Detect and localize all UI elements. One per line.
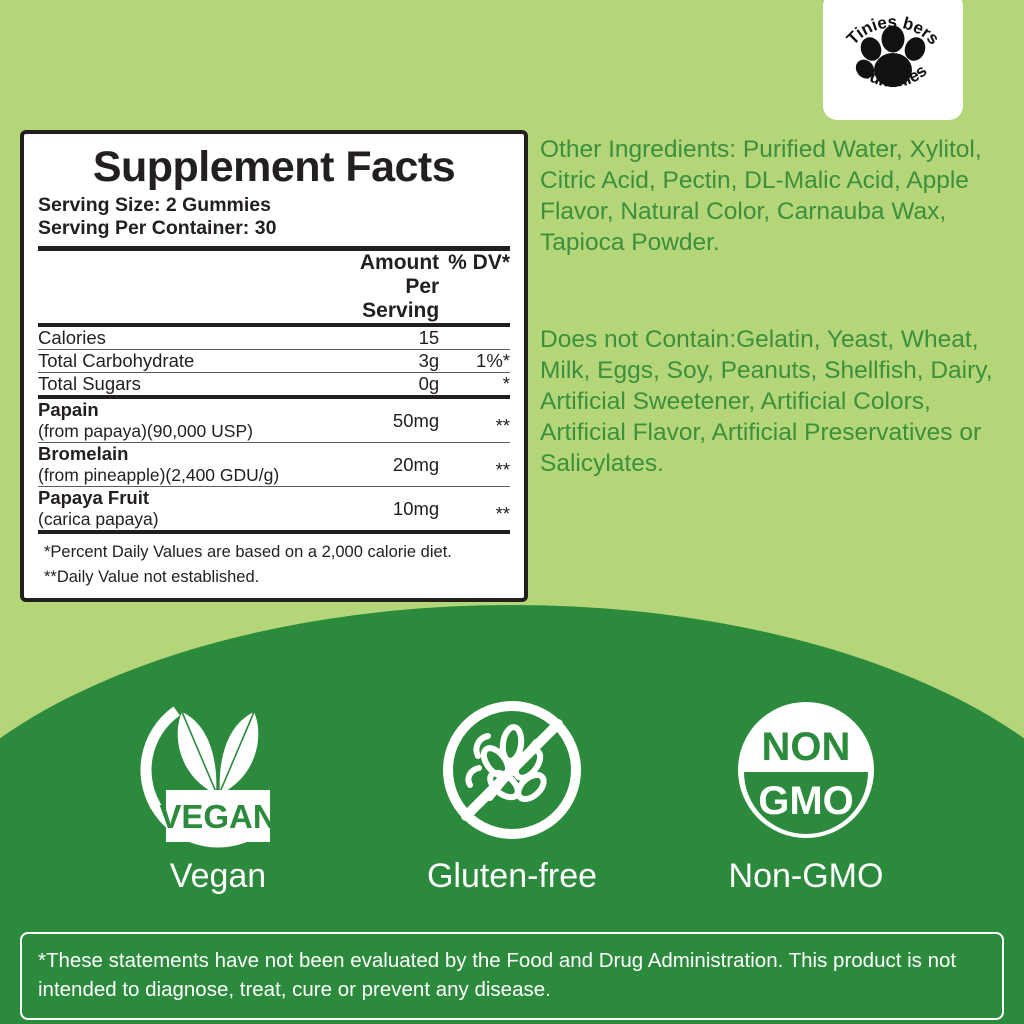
ingredient-source: (carica papaya) [38,509,159,530]
row-amount: 3g [418,350,440,372]
divider-above-footnotes [38,530,510,535]
nutrition-table: Amount Per Serving % DV* [38,251,510,323]
non-gmo-line1: NON [762,725,851,769]
row-name: Total Carbohydrate [38,350,195,372]
row-dv: 1%* [476,350,510,372]
badge-non-gmo: NON GMO Non-GMO [718,690,894,895]
paw-print-icon [855,25,926,87]
table-row: Bromelain (from pineapple)(2,400 GDU/g) … [38,443,510,486]
ingredient-cell: Papain (from papaya)(90,000 USP) [38,399,331,442]
serving-size-line: Serving Size: 2 Gummies [38,194,272,217]
footnote-daily-values: *Percent Daily Values are based on a 2,0… [44,543,452,562]
active-ingredient-table-3: Papaya Fruit (carica papaya) 10mg ** [38,487,510,530]
table-row: Total Sugars 0g * [38,373,510,395]
ingredient-amount: 50mg [392,410,440,432]
basic-nutrients-table-3: Total Sugars 0g * [38,373,510,395]
vegan-leaves-icon: VEGAN [140,706,277,848]
badge-vegan: VEGAN Vegan [130,690,306,895]
non-gmo-mark: NON GMO [718,690,894,850]
badge-label-vegan: Vegan [169,857,267,895]
brand-logo-svg: Tinies bers Gummies [843,12,943,91]
row-divider [38,442,510,444]
table-row: Papaya Fruit (carica papaya) 10mg ** [38,487,510,530]
row-amount: 0g [418,373,440,395]
ingredient-name: Papain [38,399,99,421]
supplement-facts-panel: Supplement Facts Serving Size: 2 Gummies… [20,130,528,602]
no-wheat-icon [443,701,581,839]
row-dv: * [502,373,510,395]
badge-gluten-free: Gluten-free [424,690,600,895]
fda-disclaimer: *These statements have not been evaluate… [20,932,1004,1021]
row-name: Total Sugars [38,373,141,395]
active-ingredient-table-1: Papain (from papaya)(90,000 USP) 50mg ** [38,399,510,442]
basic-nutrients-table-2: Total Carbohydrate 3g 1%* [38,350,510,372]
badge-label-gluten-free: Gluten-free [426,857,598,895]
certification-badges: VEGAN Vegan [0,690,1024,895]
ingredient-cell: Papaya Fruit (carica papaya) [38,487,331,530]
row-divider [38,486,510,488]
row-divider [38,349,510,351]
table-row: Calories 15 [38,327,510,349]
active-ingredient-table-2: Bromelain (from pineapple)(2,400 GDU/g) … [38,443,510,486]
ingredient-dv: ** [495,459,510,481]
gluten-free-mark [424,690,600,850]
row-name: Calories [38,327,106,349]
non-gmo-line2: GMO [758,779,854,823]
ingredient-cell: Bromelain (from pineapple)(2,400 GDU/g) [38,443,331,486]
ingredient-dv: ** [495,503,510,525]
ingredient-name: Papaya Fruit [38,487,150,509]
table-header-row: Amount Per Serving % DV* [38,251,510,323]
badge-label-non-gmo: Non-GMO [728,857,884,895]
row-dv [439,327,510,349]
does-not-contain-text: Does not Contain:Gelatin, Yeast, Wheat, … [540,326,993,478]
non-gmo-icon: NON GMO [738,702,874,838]
footnote-not-established: **Daily Value not established. [44,567,260,586]
vegan-mark: VEGAN [130,690,306,850]
ingredient-dv: ** [495,415,510,437]
divider-above-ingredients [38,395,510,400]
header-amount-per-serving: Amount Per Serving [359,251,440,323]
basic-nutrients-table: Calories 15 [38,327,510,349]
brand-logo-badge: Tinies bers Gummies [823,0,963,120]
header-percent-dv: % DV* [448,251,510,275]
row-divider [38,372,510,374]
ingredient-amount: 10mg [392,498,440,520]
ingredient-source: (from papaya)(90,000 USP) [38,421,253,442]
table-row: Total Carbohydrate 3g 1%* [38,350,510,372]
header-blank [38,251,331,323]
table-row: Papain (from papaya)(90,000 USP) 50mg ** [38,399,510,442]
other-ingredients-text: Other Ingredients: Purified Water, Xylit… [540,136,982,257]
row-amount: 15 [418,327,440,349]
servings-per-container-line: Serving Per Container: 30 [38,217,277,240]
vegan-mark-text: VEGAN [159,798,276,835]
ingredient-name: Bromelain [38,443,129,465]
ingredient-source: (from pineapple)(2,400 GDU/g) [38,465,280,486]
divider-above-header [38,246,510,252]
supplement-facts-title: Supplement Facts [92,143,456,191]
divider-below-header [38,323,510,328]
ingredient-amount: 20mg [392,454,440,476]
green-base-background [0,880,1024,1024]
